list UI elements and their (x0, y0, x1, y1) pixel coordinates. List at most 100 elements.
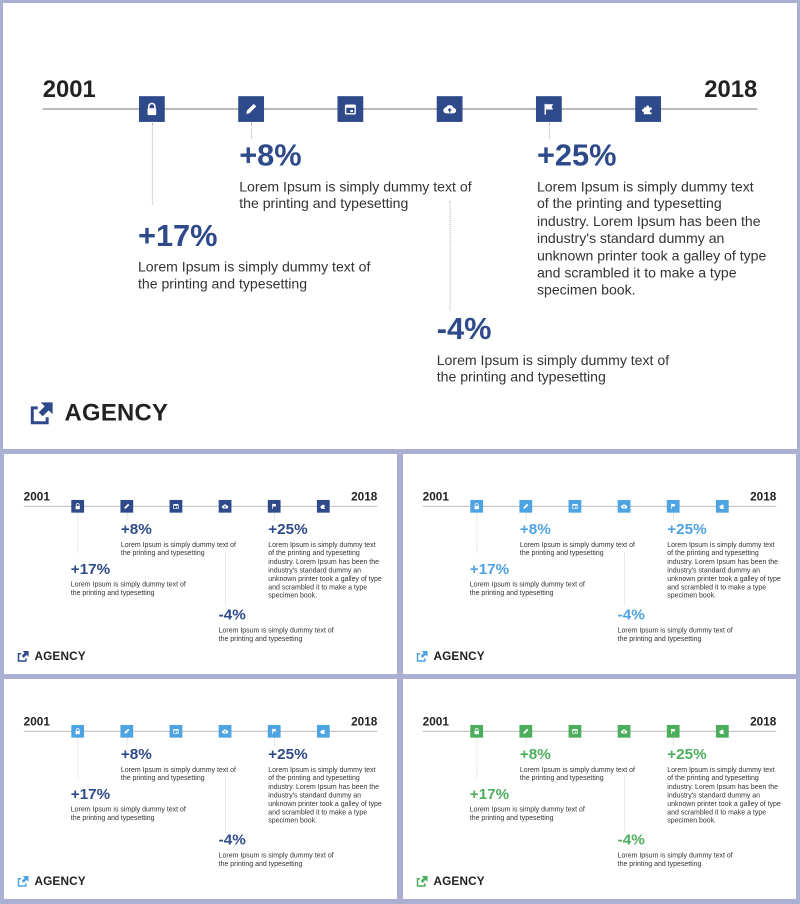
cloud-upload-icon (443, 105, 457, 114)
entry-percent: +17% (469, 785, 510, 803)
slide-thumb-4[interactable]: 2001 2018 +8% Lorem Ipsum is simply dumm… (403, 679, 796, 899)
timeline-icon-calendar (568, 724, 582, 738)
year-end: 2018 (704, 76, 758, 104)
flag-icon (671, 503, 676, 510)
entry-description: Lorem Ipsum is simply dummy text of the … (436, 352, 670, 386)
lock-icon (474, 503, 479, 510)
entry-plus-8: +8% Lorem Ipsum is simply dummy text of … (239, 140, 477, 214)
entry-percent: +17% (469, 560, 510, 578)
timeline-icon-puzzle (715, 499, 729, 513)
entry-plus-25: +25% Lorem Ipsum is simply dummy text of… (268, 746, 382, 825)
entry-description: Lorem Ipsum is simply dummy text of the … (617, 851, 733, 868)
entry-description: Lorem Ipsum is simply dummy text of the … (218, 851, 334, 868)
entry-plus-25: +25% Lorem Ipsum is simply dummy text of… (537, 140, 767, 300)
entry-plus-8: +8% Lorem Ipsum is simply dummy text of … (520, 521, 638, 558)
timeline-icon-calendar (169, 724, 183, 738)
entry-plus-25: +25% Lorem Ipsum is simply dummy text of… (268, 521, 382, 600)
entry-description: Lorem Ipsum is simply dummy text of the … (70, 580, 186, 597)
calendar-icon (572, 504, 578, 510)
cloud-upload-icon (620, 729, 628, 734)
flag-icon (272, 728, 277, 735)
agency-brand: AGENCY (29, 399, 168, 427)
entry-description: Lorem Ipsum is simply dummy text of the … (120, 541, 236, 558)
timeline-icon-pencil (120, 499, 134, 513)
entry-plus-8: +8% Lorem Ipsum is simply dummy text of … (121, 521, 239, 558)
entry-minus-4: -4% Lorem Ipsum is simply dummy text of … (437, 313, 675, 387)
cloud-upload-icon (620, 504, 628, 509)
agency-brand: AGENCY (416, 650, 485, 664)
timeline-icon-flag (267, 724, 281, 738)
timeline-icon-lock (71, 499, 85, 513)
entry-minus-4: -4% Lorem Ipsum is simply dummy text of … (219, 607, 337, 644)
timeline-icon-puzzle (316, 499, 330, 513)
entry-percent: +25% (536, 137, 617, 173)
entry-description: Lorem Ipsum is simply dummy text of the … (469, 805, 585, 822)
slide-thumb-1[interactable]: 2001 2018 +8% Lorem Ipsum is simply dumm… (4, 454, 397, 674)
entry-description: Lorem Ipsum is simply dummy text of the … (70, 805, 186, 822)
flag-icon (544, 103, 554, 115)
puzzle-icon (719, 729, 725, 734)
entry-description: Lorem Ipsum is simply dummy text of the … (268, 541, 382, 600)
agency-name: AGENCY (433, 874, 485, 888)
agency-brand: AGENCY (17, 875, 86, 889)
lock-icon (75, 503, 80, 510)
entry-percent: -4% (436, 311, 492, 346)
entry-description: Lorem Ipsum is simply dummy text of the … (469, 580, 585, 597)
agency-logo-icon (29, 400, 55, 426)
entry-percent: +25% (268, 745, 308, 763)
flag-icon (272, 503, 277, 510)
pencil-icon (246, 103, 257, 114)
entry-plus-17: +17% Lorem Ipsum is simply dummy text of… (470, 786, 588, 823)
entry-plus-17: +17% Lorem Ipsum is simply dummy text of… (71, 786, 189, 823)
agency-name: AGENCY (34, 649, 86, 663)
lock-icon (75, 728, 80, 735)
connector-4 (449, 201, 451, 311)
timeline-icon-calendar (337, 96, 364, 122)
timeline-icon-pencil (120, 724, 134, 738)
calendar-icon (572, 729, 578, 735)
agency-name: AGENCY (433, 649, 485, 663)
entry-percent: +8% (519, 520, 551, 538)
calendar-icon (344, 104, 356, 115)
entry-percent: +8% (519, 745, 551, 763)
entry-percent: -4% (617, 831, 645, 849)
timeline-icon-flag (666, 724, 680, 738)
slide-thumb-2[interactable]: 2001 2018 +8% Lorem Ipsum is simply dumm… (403, 454, 796, 674)
lock-icon (147, 102, 157, 116)
agency-brand: AGENCY (416, 875, 485, 889)
slide-main[interactable]: 2001 2018 +8% Lorem Ipsum is simply dumm… (3, 3, 797, 449)
pencil-icon (523, 728, 529, 734)
entry-minus-4: -4% Lorem Ipsum is simply dummy text of … (618, 832, 736, 869)
entry-percent: +8% (120, 745, 152, 763)
year-end: 2018 (351, 715, 378, 729)
entry-description: Lorem Ipsum is simply dummy text of the … (667, 766, 781, 825)
timeline-icon-puzzle (715, 724, 729, 738)
timeline-icon-cloud (436, 96, 463, 122)
entry-minus-4: -4% Lorem Ipsum is simply dummy text of … (219, 832, 337, 869)
year-start: 2001 (422, 490, 449, 504)
entry-plus-17: +17% Lorem Ipsum is simply dummy text of… (138, 220, 376, 294)
entry-percent: +17% (70, 785, 111, 803)
timeline-icon-pencil (238, 96, 265, 122)
timeline-icon-cloud (218, 499, 232, 513)
timeline-icon-cloud (218, 724, 232, 738)
entry-plus-8: +8% Lorem Ipsum is simply dummy text of … (520, 746, 638, 783)
pencil-icon (523, 503, 529, 509)
timeline-icon-lock (470, 499, 484, 513)
timeline-icon-lock (138, 96, 165, 122)
puzzle-icon (719, 504, 725, 509)
cloud-upload-icon (221, 729, 229, 734)
entry-percent: -4% (617, 606, 645, 624)
entry-description: Lorem Ipsum is simply dummy text of the … (617, 626, 733, 643)
timeline-line (422, 730, 777, 732)
entry-description: Lorem Ipsum is simply dummy text of the … (667, 541, 781, 600)
agency-brand: AGENCY (17, 650, 86, 664)
agency-name: AGENCY (64, 399, 169, 427)
entry-percent: +25% (667, 745, 707, 763)
entry-description: Lorem Ipsum is simply dummy text of the … (519, 766, 635, 783)
timeline-icon-puzzle (635, 96, 662, 122)
slide-thumb-3[interactable]: 2001 2018 +8% Lorem Ipsum is simply dumm… (4, 679, 397, 899)
year-start: 2001 (42, 76, 96, 104)
entry-minus-4: -4% Lorem Ipsum is simply dummy text of … (618, 607, 736, 644)
timeline-icon-cloud (617, 724, 631, 738)
